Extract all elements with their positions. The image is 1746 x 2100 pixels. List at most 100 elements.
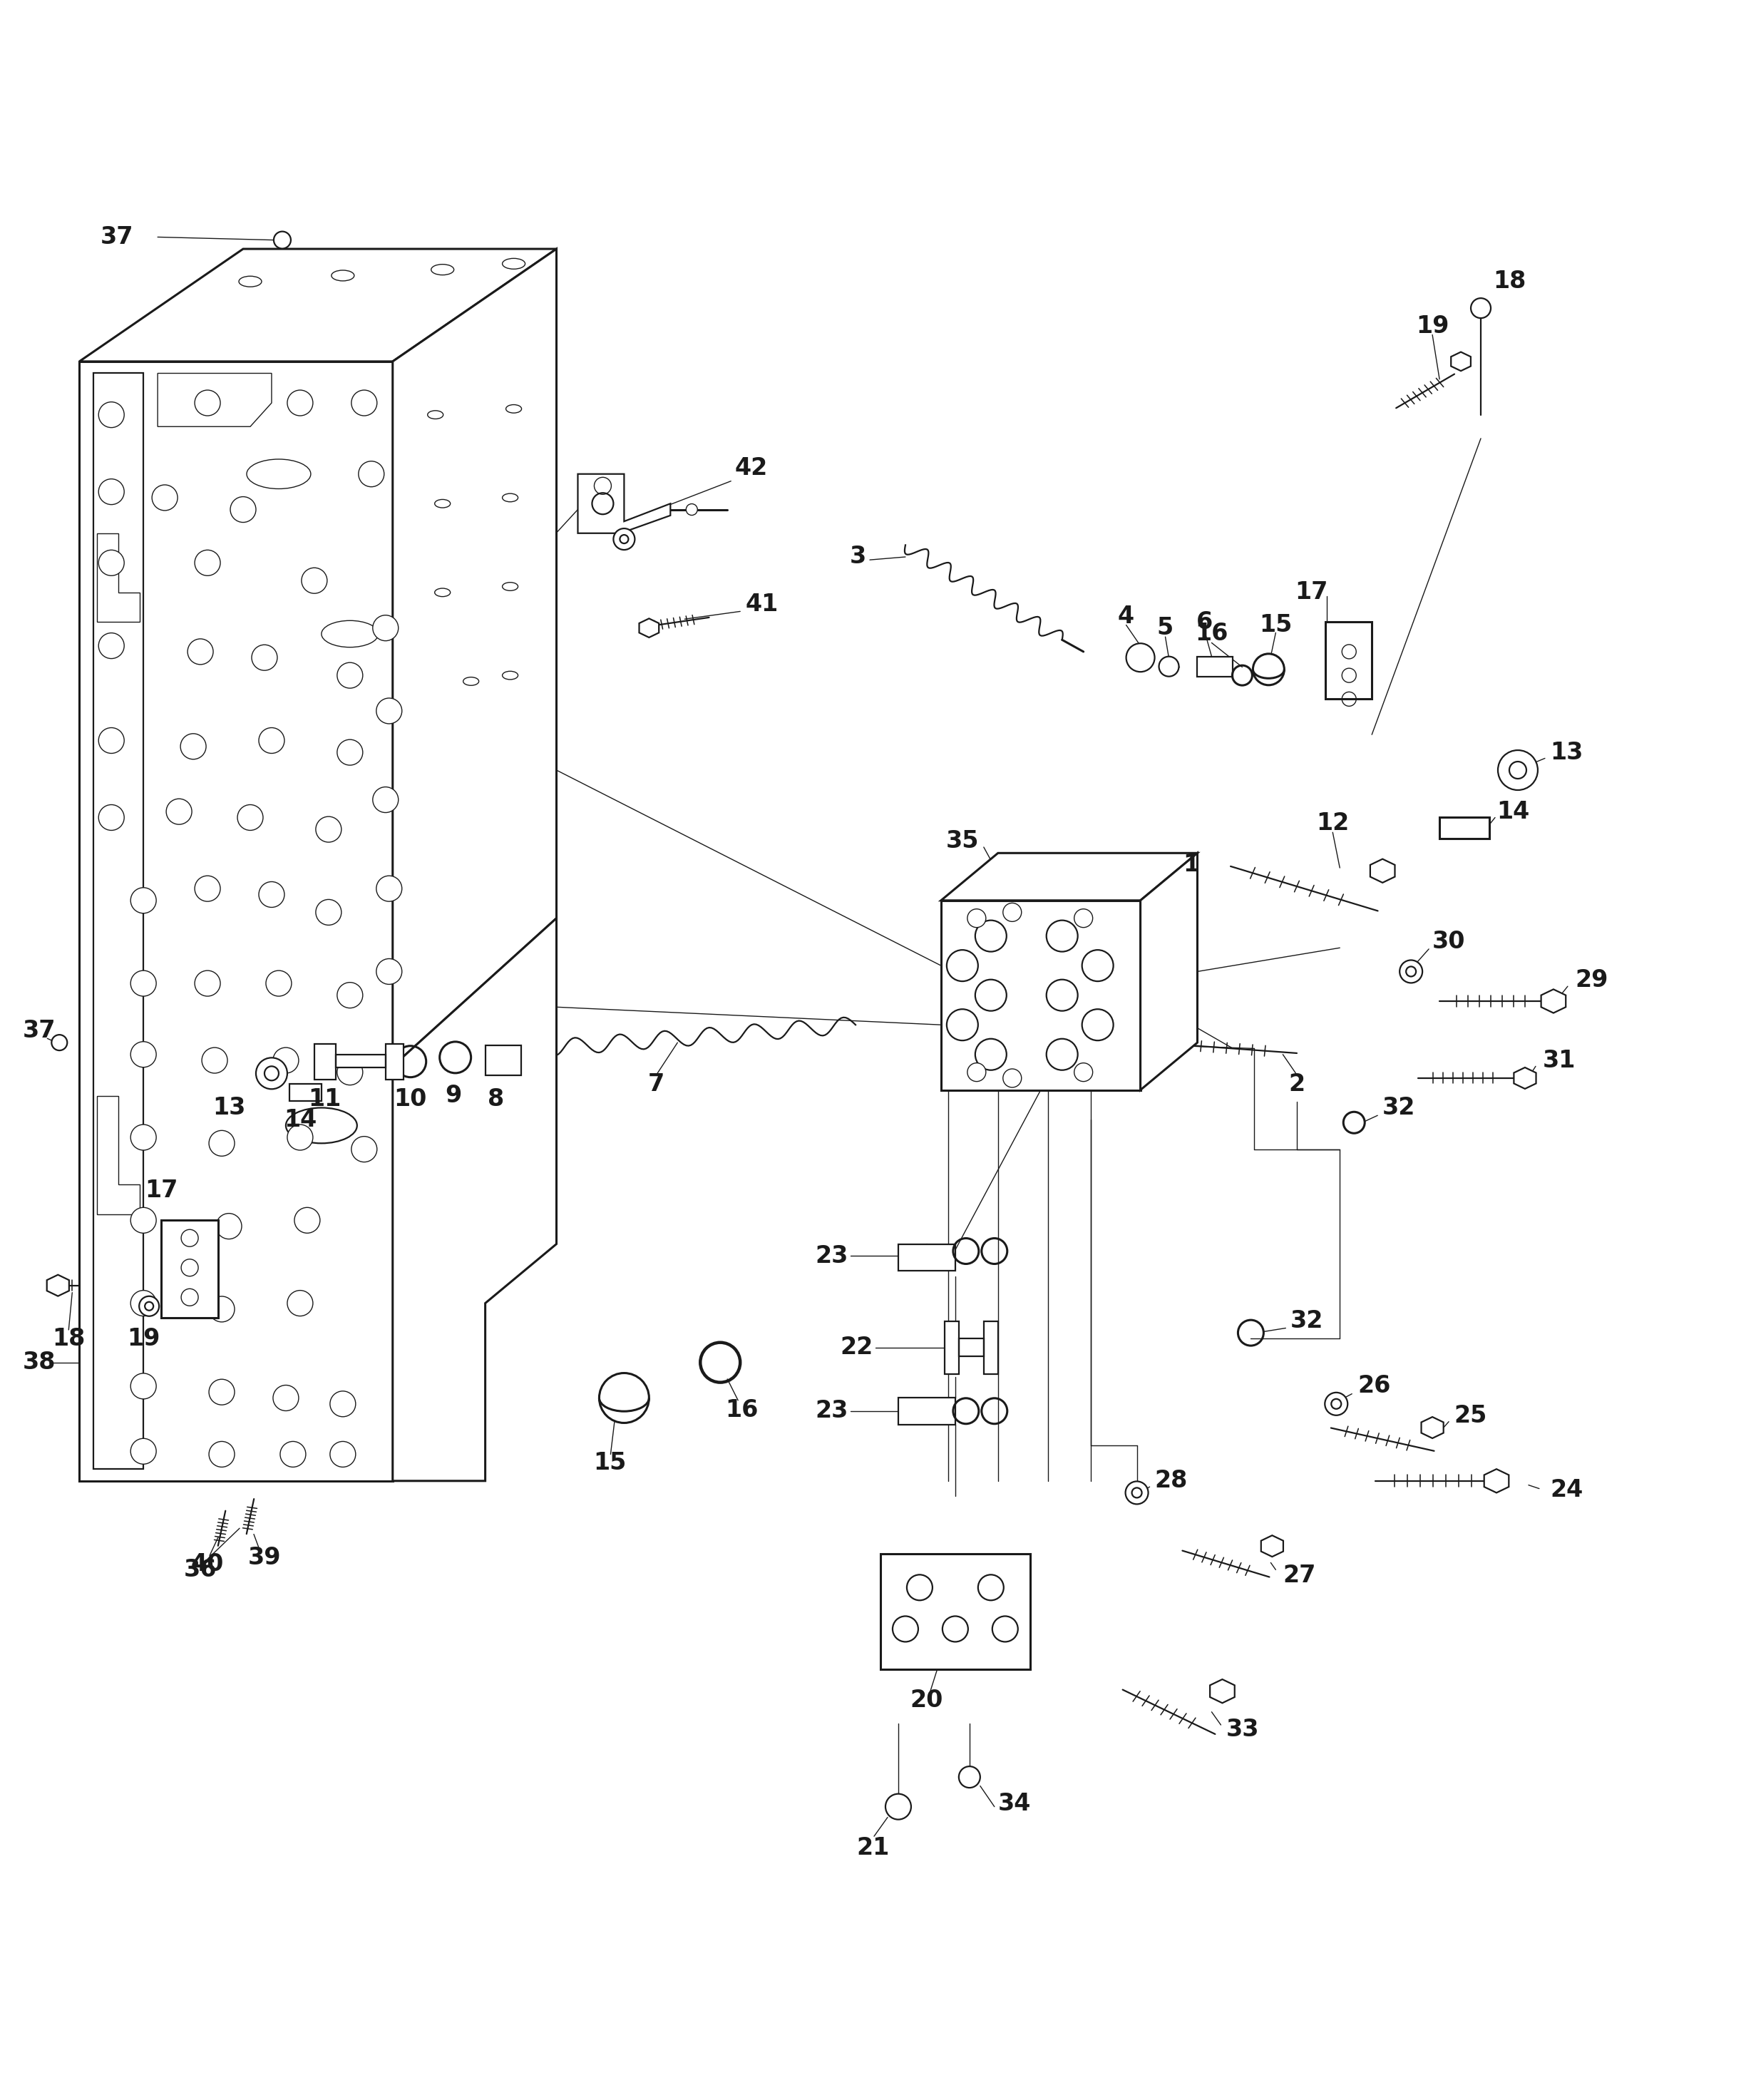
Circle shape <box>613 529 636 550</box>
Text: 36: 36 <box>183 1558 217 1581</box>
Polygon shape <box>47 1275 70 1296</box>
Polygon shape <box>941 853 1198 901</box>
Ellipse shape <box>506 405 522 414</box>
Text: 37: 37 <box>101 225 134 248</box>
Text: 39: 39 <box>248 1546 281 1569</box>
Circle shape <box>351 1136 377 1161</box>
Circle shape <box>330 1390 356 1418</box>
Circle shape <box>377 697 402 724</box>
Circle shape <box>272 1048 299 1073</box>
Circle shape <box>967 909 986 928</box>
Text: 40: 40 <box>190 1552 223 1575</box>
Circle shape <box>98 729 124 754</box>
Circle shape <box>599 1373 650 1424</box>
Circle shape <box>943 1617 967 1642</box>
Polygon shape <box>79 250 557 361</box>
Circle shape <box>302 567 327 594</box>
Circle shape <box>131 1289 155 1317</box>
Circle shape <box>258 882 285 907</box>
Circle shape <box>98 401 124 428</box>
Circle shape <box>196 391 220 416</box>
Ellipse shape <box>503 672 519 680</box>
Circle shape <box>1400 960 1423 983</box>
Circle shape <box>1074 1063 1093 1082</box>
Text: 9: 9 <box>445 1084 461 1107</box>
Circle shape <box>337 1058 363 1086</box>
Circle shape <box>946 1010 978 1039</box>
Text: 23: 23 <box>815 1399 849 1424</box>
Text: 29: 29 <box>1575 968 1608 991</box>
Text: 11: 11 <box>309 1088 342 1111</box>
Ellipse shape <box>503 258 526 269</box>
Circle shape <box>358 462 384 487</box>
Circle shape <box>1002 903 1021 922</box>
Circle shape <box>288 1289 313 1317</box>
Circle shape <box>131 1124 155 1151</box>
Text: 19: 19 <box>1416 315 1449 338</box>
Text: 28: 28 <box>1154 1470 1187 1493</box>
Text: 19: 19 <box>127 1327 161 1350</box>
Circle shape <box>316 817 342 842</box>
Polygon shape <box>578 475 670 533</box>
Circle shape <box>264 1067 279 1082</box>
Circle shape <box>288 1124 313 1151</box>
Text: 22: 22 <box>840 1336 873 1359</box>
Text: 26: 26 <box>1358 1373 1390 1399</box>
Circle shape <box>337 983 363 1008</box>
Text: 5: 5 <box>1158 615 1173 640</box>
Ellipse shape <box>428 412 443 418</box>
Circle shape <box>377 876 402 901</box>
Circle shape <box>187 638 213 664</box>
Polygon shape <box>941 901 1140 1090</box>
Bar <box>290 1084 321 1100</box>
Circle shape <box>946 949 978 981</box>
Text: 12: 12 <box>1316 813 1350 836</box>
Circle shape <box>210 1380 234 1405</box>
Circle shape <box>337 661 363 689</box>
Circle shape <box>196 550 220 575</box>
Circle shape <box>1083 1010 1114 1039</box>
Text: 27: 27 <box>1283 1564 1316 1588</box>
Text: 42: 42 <box>735 456 768 479</box>
Text: 25: 25 <box>1454 1405 1488 1428</box>
Circle shape <box>372 788 398 813</box>
Text: 15: 15 <box>594 1451 627 1474</box>
Circle shape <box>1046 1040 1077 1071</box>
Circle shape <box>959 1766 980 1787</box>
Circle shape <box>274 231 292 248</box>
Circle shape <box>1254 653 1285 685</box>
Text: 13: 13 <box>1550 741 1584 764</box>
Circle shape <box>140 1296 159 1317</box>
Text: 33: 33 <box>1226 1718 1259 1741</box>
Circle shape <box>1509 762 1526 779</box>
Circle shape <box>98 479 124 504</box>
Circle shape <box>251 645 278 670</box>
Circle shape <box>1159 657 1179 676</box>
Polygon shape <box>79 361 393 1480</box>
Circle shape <box>265 970 292 995</box>
Circle shape <box>295 1207 320 1233</box>
Circle shape <box>1046 920 1077 951</box>
Polygon shape <box>945 1321 999 1373</box>
Circle shape <box>967 1063 986 1082</box>
Circle shape <box>166 798 192 825</box>
Circle shape <box>210 1130 234 1157</box>
Polygon shape <box>1421 1418 1444 1438</box>
Bar <box>897 1243 955 1270</box>
Circle shape <box>196 876 220 901</box>
Polygon shape <box>1261 1535 1283 1556</box>
Bar <box>1198 657 1233 676</box>
Circle shape <box>976 1040 1006 1071</box>
Text: 15: 15 <box>1259 613 1292 636</box>
Ellipse shape <box>332 271 354 281</box>
Circle shape <box>1406 966 1416 976</box>
Ellipse shape <box>503 493 519 502</box>
Ellipse shape <box>239 277 262 288</box>
Circle shape <box>1470 298 1491 317</box>
Circle shape <box>131 970 155 995</box>
Circle shape <box>1330 1399 1341 1409</box>
Circle shape <box>180 733 206 760</box>
Polygon shape <box>393 918 557 1480</box>
Text: 7: 7 <box>648 1073 665 1096</box>
Circle shape <box>1131 1487 1142 1497</box>
